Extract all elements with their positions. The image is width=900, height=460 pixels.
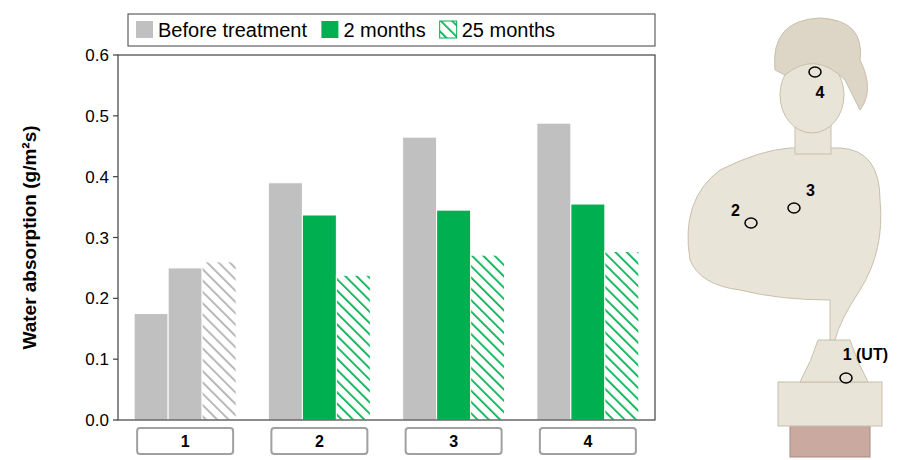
legend: Before treatment 2 months 25 months bbox=[128, 14, 655, 46]
y-axis-title: Water absorption (g/m²s) bbox=[19, 125, 40, 349]
headdress bbox=[775, 18, 868, 110]
y-tick bbox=[113, 298, 118, 299]
bars bbox=[134, 123, 639, 420]
bust-photo bbox=[688, 18, 882, 457]
category-box bbox=[406, 428, 502, 454]
legend-swatch bbox=[440, 21, 457, 38]
y-tick bbox=[113, 237, 118, 238]
bar bbox=[202, 262, 236, 420]
sample-spot bbox=[840, 373, 852, 383]
bar bbox=[134, 314, 168, 420]
annotation: 3 bbox=[806, 182, 815, 199]
x-tick-label: 4 bbox=[583, 433, 592, 450]
y-tick bbox=[113, 115, 118, 116]
bar bbox=[168, 268, 202, 420]
legend-swatch bbox=[321, 21, 338, 38]
x-tick-label: 2 bbox=[315, 433, 324, 450]
y-tick-label: 0.2 bbox=[85, 289, 109, 308]
y-tick bbox=[113, 54, 118, 55]
y-tick-label: 0.4 bbox=[85, 168, 109, 187]
bar bbox=[302, 215, 336, 420]
legend-label: Before treatment bbox=[158, 19, 307, 41]
y-tick-label: 0.1 bbox=[85, 350, 109, 369]
plot-frame bbox=[118, 55, 655, 420]
y-tick-label: 0.3 bbox=[85, 229, 109, 248]
annotation: 2 bbox=[731, 202, 740, 219]
sample-spot bbox=[745, 218, 757, 228]
torso bbox=[688, 148, 881, 340]
x-tick-label: 1 bbox=[181, 433, 190, 450]
y-tick bbox=[113, 176, 118, 177]
category-box bbox=[540, 428, 636, 454]
bar bbox=[571, 204, 605, 420]
y-tick-label: 0.5 bbox=[85, 107, 109, 126]
legend-label: 25 months bbox=[462, 19, 555, 41]
legend-box bbox=[128, 14, 655, 46]
y-tick bbox=[113, 419, 118, 420]
pedestal-base bbox=[790, 425, 870, 457]
pedestal bbox=[778, 382, 882, 426]
bar bbox=[268, 183, 302, 420]
chart: 0.0 0.1 0.2 0.3 0.4 0.5 0.6 Water absorption (g… bbox=[0, 0, 900, 460]
category-box bbox=[271, 428, 367, 454]
annotation: 4 bbox=[816, 84, 825, 101]
bar bbox=[471, 255, 505, 420]
bar bbox=[437, 210, 471, 420]
legend-label: 2 months bbox=[343, 19, 425, 41]
y-tick bbox=[113, 359, 118, 360]
annotation: 1 (UT) bbox=[843, 346, 888, 363]
sample-spot bbox=[809, 67, 821, 77]
y-tick-label: 0.6 bbox=[85, 46, 109, 65]
legend-swatch bbox=[136, 21, 153, 38]
bar bbox=[336, 275, 370, 420]
bar bbox=[537, 123, 571, 420]
category-box bbox=[137, 428, 233, 454]
bar bbox=[605, 251, 639, 420]
y-tick-label: 0.0 bbox=[85, 411, 109, 430]
x-tick-label: 3 bbox=[449, 433, 458, 450]
sample-spot bbox=[788, 203, 800, 213]
bar bbox=[403, 137, 437, 420]
